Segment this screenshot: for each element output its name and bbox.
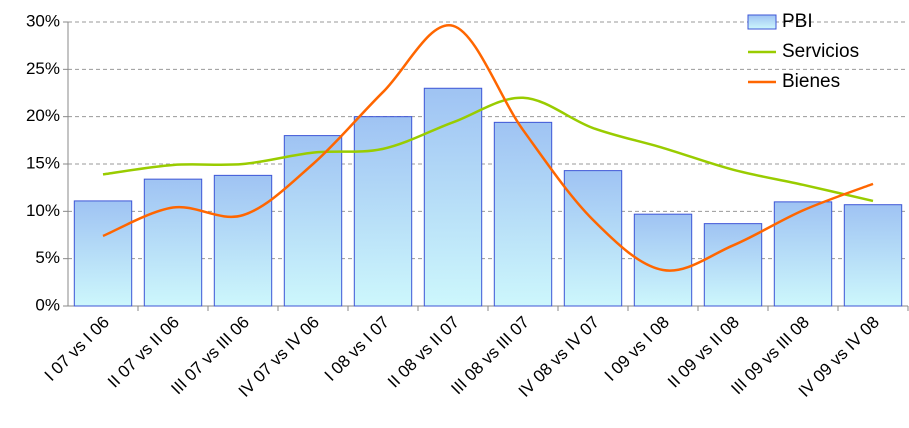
line xyxy=(102,96,874,203)
y-tick-label: 15% xyxy=(26,153,60,172)
bar xyxy=(843,204,903,307)
bar xyxy=(213,174,273,307)
bar xyxy=(633,213,693,307)
bar xyxy=(423,87,483,307)
line xyxy=(102,24,874,272)
legend-swatch xyxy=(747,14,777,30)
x-tick-label: I 07 vs I 06 xyxy=(41,313,113,385)
bar xyxy=(493,121,553,307)
y-tick-label: 30% xyxy=(26,11,60,30)
bar xyxy=(353,116,413,307)
bar xyxy=(283,135,343,307)
legend-label: PBI xyxy=(782,11,813,32)
y-tick-label: 0% xyxy=(35,295,60,314)
bar xyxy=(143,178,203,307)
legend-label: Servicios xyxy=(782,41,859,62)
legend-label: Bienes xyxy=(782,71,840,92)
bar xyxy=(773,201,833,307)
y-tick-label: 5% xyxy=(35,248,60,267)
bar xyxy=(73,200,133,307)
x-tick-label: I 08 vs I 07 xyxy=(321,313,393,385)
x-tick-label: I 09 vs I 08 xyxy=(601,313,673,385)
y-tick-label: 10% xyxy=(26,201,60,220)
y-tick-label: 20% xyxy=(26,106,60,125)
y-tick-label: 25% xyxy=(26,59,60,78)
